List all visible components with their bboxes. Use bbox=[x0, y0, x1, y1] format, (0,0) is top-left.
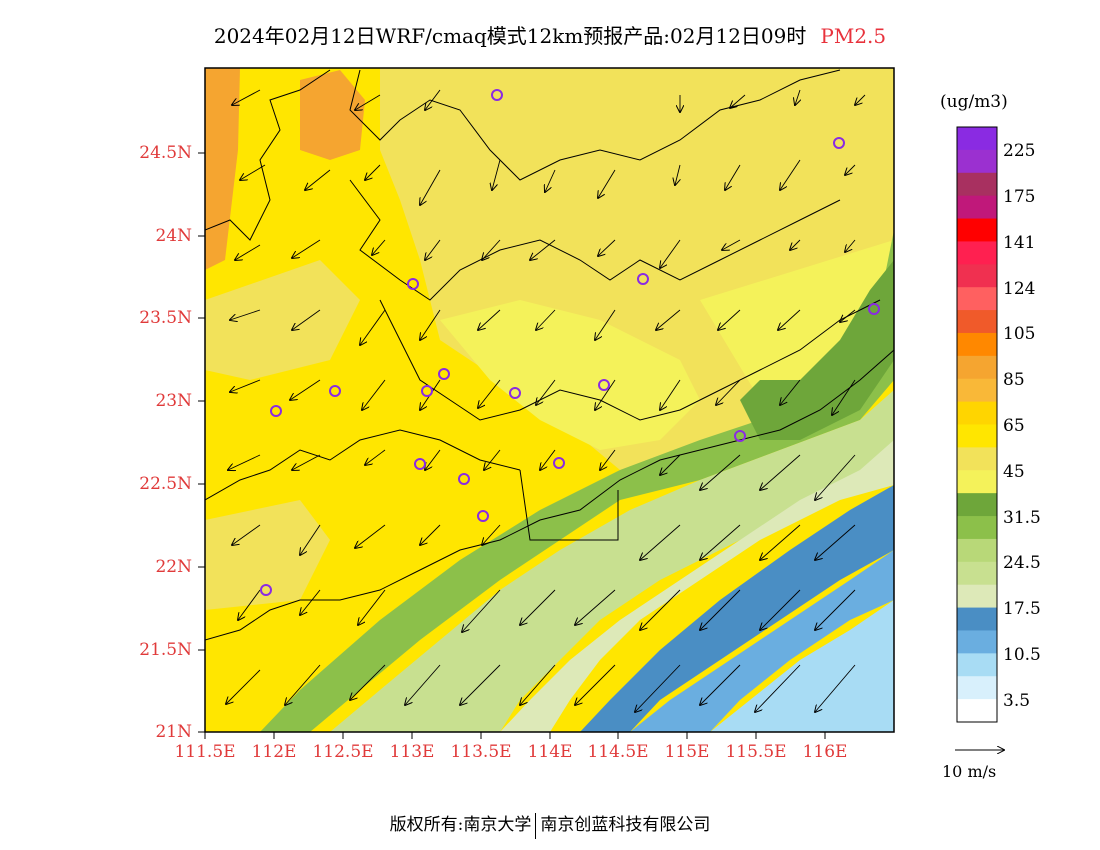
legend-swatch bbox=[957, 172, 997, 197]
legend-swatch bbox=[957, 287, 997, 311]
legend-swatch bbox=[957, 561, 997, 586]
lat-label: 22.5N bbox=[139, 474, 192, 494]
copyright-footer: 版权所有:南京大学 南京创蓝科技有限公司 bbox=[0, 810, 1100, 839]
pollutant-label: PM2.5 bbox=[820, 24, 887, 48]
title-text: 2024年02月12日WRF/cmaq模式12km预报产品:02月12日09时 bbox=[213, 24, 807, 48]
legend-label: 141 bbox=[1003, 233, 1036, 253]
lon-label: 111.5E bbox=[174, 742, 236, 762]
lat-label: 24.5N bbox=[139, 143, 192, 163]
lat-label: 23.5N bbox=[139, 308, 192, 328]
legend-swatch bbox=[957, 264, 997, 288]
legend-label: 31.5 bbox=[1003, 508, 1041, 528]
legend-swatch bbox=[957, 584, 997, 609]
lat-label: 24N bbox=[155, 226, 192, 246]
map-title: 2024年02月12日WRF/cmaq模式12km预报产品:02月12日09时 P… bbox=[0, 20, 1100, 49]
legend-swatch bbox=[957, 378, 997, 403]
legend-swatch bbox=[957, 127, 997, 151]
legend-swatch bbox=[957, 699, 997, 723]
legend-label: 45 bbox=[1003, 462, 1025, 482]
legend-label: 85 bbox=[1003, 370, 1025, 390]
lon-label: 112E bbox=[251, 742, 297, 762]
legend-swatch bbox=[957, 538, 997, 563]
legend-swatch bbox=[957, 218, 997, 242]
legend-swatch bbox=[957, 516, 997, 540]
legend-swatch bbox=[957, 195, 997, 220]
lat-label: 22N bbox=[155, 557, 192, 577]
legend-swatch bbox=[957, 241, 997, 265]
legend-label: 105 bbox=[1003, 324, 1036, 344]
legend-label: 124 bbox=[1003, 279, 1036, 299]
legend-swatch bbox=[957, 149, 997, 174]
footer-divider bbox=[535, 812, 537, 839]
legend-swatch bbox=[957, 653, 997, 677]
lon-label: 115.5E bbox=[725, 742, 787, 762]
legend-label: 225 bbox=[1003, 141, 1036, 161]
legend-swatch bbox=[957, 355, 997, 380]
lat-label: 21.5N bbox=[139, 640, 192, 660]
legend-swatch bbox=[957, 424, 997, 448]
lon-label: 114.5E bbox=[587, 742, 649, 762]
lon-label: 113.5E bbox=[450, 742, 512, 762]
legend-swatch bbox=[957, 493, 997, 517]
copyright-left: 版权所有:南京大学 bbox=[389, 815, 532, 835]
legend-label: 17.5 bbox=[1003, 599, 1041, 619]
legend-unit: (ug/m3) bbox=[940, 92, 1008, 112]
lon-label: 113E bbox=[389, 742, 435, 762]
lon-label: 116E bbox=[802, 742, 848, 762]
lon-label: 114E bbox=[527, 742, 573, 762]
lon-label: 115E bbox=[664, 742, 710, 762]
legend-swatch bbox=[957, 676, 997, 700]
legend-frame bbox=[956, 126, 998, 723]
legend-label: 3.5 bbox=[1003, 691, 1031, 711]
pm25-field bbox=[205, 68, 894, 732]
lat-label: 23N bbox=[155, 391, 192, 411]
vector-reference-label: 10 m/s bbox=[942, 762, 997, 781]
legend-label: 24.5 bbox=[1003, 553, 1041, 573]
legend-label: 175 bbox=[1003, 187, 1036, 207]
lat-label: 21N bbox=[155, 722, 192, 742]
legend-swatch bbox=[957, 447, 997, 471]
legend-swatch bbox=[957, 470, 997, 494]
monitoring-sites bbox=[260, 89, 880, 596]
wind-vectors bbox=[226, 89, 866, 712]
legend-label: 10.5 bbox=[1003, 645, 1041, 665]
copyright-right: 南京创蓝科技有限公司 bbox=[540, 815, 711, 835]
legend-swatch bbox=[957, 607, 997, 631]
legend-label: 65 bbox=[1003, 416, 1025, 436]
legend-swatch bbox=[957, 630, 997, 654]
lon-label: 112.5E bbox=[312, 742, 374, 762]
legend-swatch bbox=[957, 332, 997, 357]
legend-swatch bbox=[957, 310, 997, 334]
legend-swatch bbox=[957, 401, 997, 425]
legend-colorbar bbox=[956, 126, 998, 723]
